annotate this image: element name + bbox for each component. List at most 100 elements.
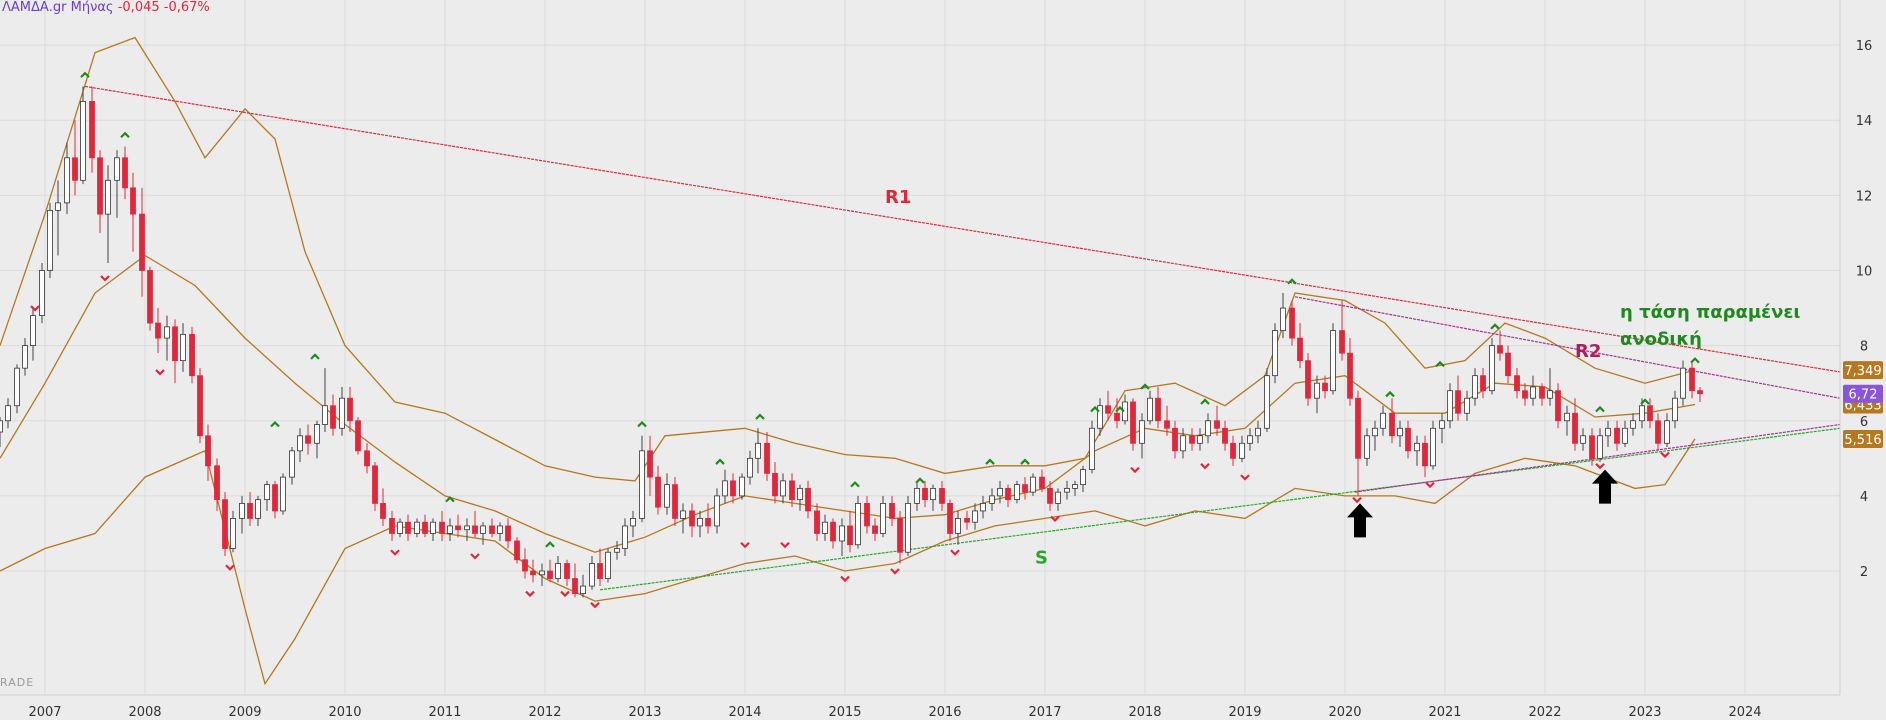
fractal-up-marker (1115, 405, 1125, 413)
upper-band-badge (1843, 361, 1883, 380)
candle-body (1280, 307, 1286, 331)
candle-body (1489, 345, 1495, 392)
fractal-down-marker (1352, 496, 1362, 504)
candle-body (72, 157, 78, 181)
candle-body (347, 397, 353, 422)
candle-body (1605, 427, 1611, 437)
candle-body (1397, 427, 1403, 437)
candlesticks (0, 86, 1703, 598)
candle-body (1580, 435, 1586, 444)
fractal-up-marker (637, 420, 647, 428)
candle-body (530, 570, 536, 576)
candle-body (805, 487, 811, 512)
y-tick-label: 6 (1860, 415, 1868, 430)
candle-body (597, 563, 603, 579)
candle-body (430, 521, 436, 534)
candle-body (1114, 412, 1120, 422)
y-tick-label: 16 (1856, 39, 1873, 54)
lower-band-badge (1843, 429, 1883, 448)
y-tick-label: 12 (1856, 189, 1873, 204)
candle-body (689, 510, 695, 527)
candle-body (1430, 427, 1436, 467)
candle-body (639, 450, 645, 519)
up-arrow-icon (1347, 503, 1373, 538)
candle-body (255, 499, 261, 519)
fractal-down-marker (1240, 474, 1250, 481)
candle-body (1005, 487, 1011, 501)
candle-body (947, 503, 953, 534)
candle-body (1089, 427, 1095, 470)
candle-body (1255, 427, 1261, 437)
lower-band-badge-text: 5,516 (1844, 433, 1881, 448)
candle-body (1064, 487, 1070, 493)
candle-body (1047, 487, 1053, 504)
candle-body (314, 424, 320, 444)
x-tick-label: 2023 (1628, 705, 1661, 720)
candle-body (889, 503, 895, 519)
y-tick-label: 14 (1856, 114, 1873, 129)
candle-body (1222, 427, 1228, 444)
candle-body (39, 270, 45, 316)
up-arrow-icon (1592, 469, 1618, 504)
candle-body (755, 442, 761, 459)
candle-body (1197, 435, 1203, 444)
candle-body (1247, 435, 1253, 444)
candle-body (1522, 390, 1528, 399)
candle-body (297, 435, 303, 452)
candle-body (1147, 397, 1153, 422)
candle-body (272, 484, 278, 512)
candle-body (747, 457, 753, 478)
candle-body (189, 333, 195, 377)
candle-body (1097, 405, 1103, 429)
candle-body (1697, 390, 1703, 395)
candle-body (1389, 412, 1395, 437)
candle-body (1330, 330, 1336, 392)
fractal-up-marker (915, 477, 925, 484)
candle-body (380, 503, 386, 519)
candle-body (439, 521, 445, 534)
candle-body (855, 503, 861, 546)
candle-body (789, 480, 795, 501)
r1-trendline (84, 85, 1841, 373)
candle-body (1680, 367, 1686, 399)
candle-body (405, 521, 411, 534)
candle-body (172, 326, 178, 362)
candle-body (180, 333, 186, 362)
candle-body (1647, 405, 1653, 422)
candle-body (680, 510, 686, 519)
candle-body (1572, 412, 1578, 444)
candle-body (289, 450, 295, 478)
candle-body (514, 540, 520, 561)
x-tick-label: 2019 (1228, 705, 1261, 720)
fractal-up-marker (545, 541, 555, 548)
candle-body (1455, 390, 1461, 414)
upper-band-badge-text: 7,349 (1844, 364, 1881, 379)
candle-body (147, 270, 153, 324)
x-tick-label: 2022 (1528, 705, 1561, 720)
candle-body (1447, 390, 1453, 422)
candle-body (630, 518, 636, 527)
symbol-label: ΛΑΜΔΑ.gr Μήνας (2, 0, 114, 15)
candle-body (1314, 382, 1320, 399)
candle-body (614, 548, 620, 553)
x-tick-label: 2007 (28, 705, 61, 720)
candle-body (14, 367, 20, 407)
bollinger-upper-line (0, 36, 1696, 482)
fractal-up-marker (1640, 398, 1650, 405)
fractal-up-marker (445, 496, 455, 503)
candle-body (47, 209, 53, 271)
fractal-down-marker (780, 541, 790, 549)
x-tick-label: 2018 (1128, 705, 1161, 720)
fractal-up-marker (1690, 357, 1700, 364)
candle-body (1547, 390, 1553, 399)
trend-label-line2: ανοδική (1620, 329, 1702, 350)
candle-body (797, 487, 803, 501)
candle-body (1105, 405, 1111, 414)
candle-body (1272, 330, 1278, 377)
candle-body (1014, 484, 1020, 501)
candle-body (455, 525, 461, 531)
change-label: -0,045 -0,67% (117, 0, 210, 15)
candle-body (730, 480, 736, 497)
r2-label: R2 (1575, 341, 1601, 362)
